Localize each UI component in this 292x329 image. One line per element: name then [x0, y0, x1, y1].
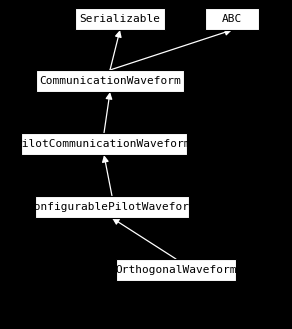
FancyBboxPatch shape [36, 70, 184, 92]
Text: PilotCommunicationWaveform: PilotCommunicationWaveform [16, 139, 192, 149]
Text: CommunicationWaveform: CommunicationWaveform [39, 76, 181, 86]
FancyBboxPatch shape [21, 133, 187, 155]
Text: Serializable: Serializable [79, 14, 161, 24]
Text: ABC: ABC [222, 14, 242, 24]
FancyBboxPatch shape [205, 8, 259, 30]
Text: ConfigurablePilotWaveform: ConfigurablePilotWaveform [28, 202, 197, 212]
FancyBboxPatch shape [75, 8, 165, 30]
Text: OrthogonalWaveform: OrthogonalWaveform [115, 265, 237, 275]
FancyBboxPatch shape [35, 196, 189, 218]
FancyBboxPatch shape [116, 259, 236, 281]
